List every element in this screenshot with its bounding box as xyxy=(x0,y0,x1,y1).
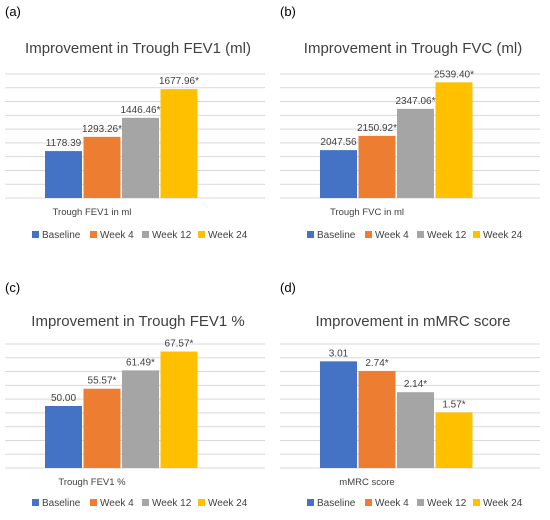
panel-letter: (b) xyxy=(280,4,296,19)
chart-d: Improvement in mMRC score 3.01 2.74* 2.14* 1… xyxy=(280,313,540,509)
data-label: 61.49* xyxy=(126,357,155,368)
data-label: 1446.46* xyxy=(120,105,160,116)
legend-entry: Baseline xyxy=(42,498,81,509)
chart-b: Improvement in Trough FVC (ml) 2047.56215… xyxy=(280,40,540,241)
legend-swatch xyxy=(32,499,39,506)
panel-a: (a) Improvement in Trough FEV1 (ml) 1178.… xyxy=(0,0,275,258)
x-axis-label: Trough FVC in ml xyxy=(330,207,404,218)
legend-entry: Week 12 xyxy=(427,230,467,241)
legend-swatch xyxy=(307,499,314,506)
legend-entry: Week 12 xyxy=(152,498,192,509)
legend-entry: Week 4 xyxy=(100,498,134,509)
legend-entry: Week 24 xyxy=(483,230,523,241)
bar-week-24 xyxy=(435,82,473,198)
data-label: 1677.96* xyxy=(159,76,199,87)
legend-entry: Week 4 xyxy=(375,230,409,241)
bar-baseline xyxy=(45,406,82,468)
legend-swatch xyxy=(32,231,39,238)
legend-entry: Baseline xyxy=(317,498,356,509)
data-label: 67.57* xyxy=(165,339,194,350)
data-label: 50.00 xyxy=(51,393,76,404)
legend-swatch xyxy=(473,231,480,238)
x-axis-label: Trough FEV1 % xyxy=(58,477,126,488)
legend-entry: Week 24 xyxy=(483,498,523,509)
legend-entry: Week 24 xyxy=(208,498,248,509)
legend: Baseline Week 4 Week 12 Week 24 xyxy=(32,230,248,241)
legend-entry: Week 4 xyxy=(375,498,409,509)
legend-entry: Week 12 xyxy=(427,498,467,509)
legend-swatch xyxy=(417,499,424,506)
panel-letter: (a) xyxy=(5,4,21,19)
data-label: 3.01 xyxy=(329,348,349,359)
bar-week-4 xyxy=(358,370,396,468)
data-label: 2150.92* xyxy=(357,123,397,134)
legend-swatch xyxy=(365,231,372,238)
panel-letter: (c) xyxy=(5,280,21,295)
legend-swatch xyxy=(417,231,424,238)
data-label: 2.14* xyxy=(404,379,427,390)
chart-c: Improvement in Trough FEV1 % 50.00 55.57* 6… xyxy=(5,313,265,509)
bar-baseline xyxy=(320,150,357,198)
bar-week-12 xyxy=(122,117,159,198)
bar-week-24 xyxy=(160,89,198,198)
legend-swatch xyxy=(307,231,314,238)
legend-entry: Week 4 xyxy=(100,230,134,241)
bar-baseline xyxy=(320,361,357,468)
legend-swatch xyxy=(90,231,97,238)
panel-d: (d) Improvement in mMRC score 3.01 2.74* 2.… xyxy=(275,276,550,515)
legend-entry: Baseline xyxy=(42,230,81,241)
bar-week-12 xyxy=(397,108,434,198)
legend-swatch xyxy=(198,499,205,506)
bar-week-4 xyxy=(358,135,396,198)
data-label: 1293.26* xyxy=(82,124,122,135)
legend-swatch xyxy=(198,231,205,238)
data-label: 1178.39 xyxy=(46,138,82,149)
legend-swatch xyxy=(90,499,97,506)
x-axis-label: Trough FEV1 in ml xyxy=(53,207,132,218)
legend: Baseline Week 4 Week 12 Week 24 xyxy=(32,498,248,509)
bar-week-12 xyxy=(122,370,159,468)
bar-week-24 xyxy=(435,412,473,468)
chart-a: Improvement in Trough FEV1 (ml) 1178.3912… xyxy=(5,40,265,241)
legend-entry: Week 12 xyxy=(152,230,192,241)
legend-entry: Baseline xyxy=(317,230,356,241)
bar-week-4 xyxy=(83,388,121,468)
legend-entry: Week 24 xyxy=(208,230,248,241)
data-label: 2047.56 xyxy=(320,137,357,148)
legend-swatch xyxy=(473,499,480,506)
bar-week-24 xyxy=(160,351,198,468)
chart-title: Improvement in Trough FEV1 (ml) xyxy=(25,40,251,57)
data-label: 55.57* xyxy=(88,376,117,387)
panel-c: (c) Improvement in Trough FEV1 % 50.00 55.… xyxy=(0,276,275,515)
panel-letter: (d) xyxy=(280,280,296,295)
legend-swatch xyxy=(365,499,372,506)
chart-title: Improvement in Trough FEV1 % xyxy=(31,313,244,330)
legend-swatch xyxy=(142,231,149,238)
data-label: 2.74* xyxy=(365,358,388,369)
x-axis-label: mMRC score xyxy=(339,477,394,488)
chart-title: Improvement in Trough FVC (ml) xyxy=(304,40,522,57)
data-label: 2347.06* xyxy=(395,96,435,107)
data-label: 2539.40* xyxy=(434,69,474,80)
bar-baseline xyxy=(45,151,82,198)
data-label: 1.57* xyxy=(442,399,465,410)
chart-title: Improvement in mMRC score xyxy=(315,313,510,330)
bar-week-4 xyxy=(83,136,121,198)
legend: Baseline Week 4 Week 12 Week 24 xyxy=(307,230,523,241)
bar-week-12 xyxy=(397,392,434,468)
legend: Baseline Week 4 Week 12 Week 24 xyxy=(307,498,523,509)
legend-swatch xyxy=(142,499,149,506)
panel-b: (b) Improvement in Trough FVC (ml) 2047.5… xyxy=(275,0,550,258)
